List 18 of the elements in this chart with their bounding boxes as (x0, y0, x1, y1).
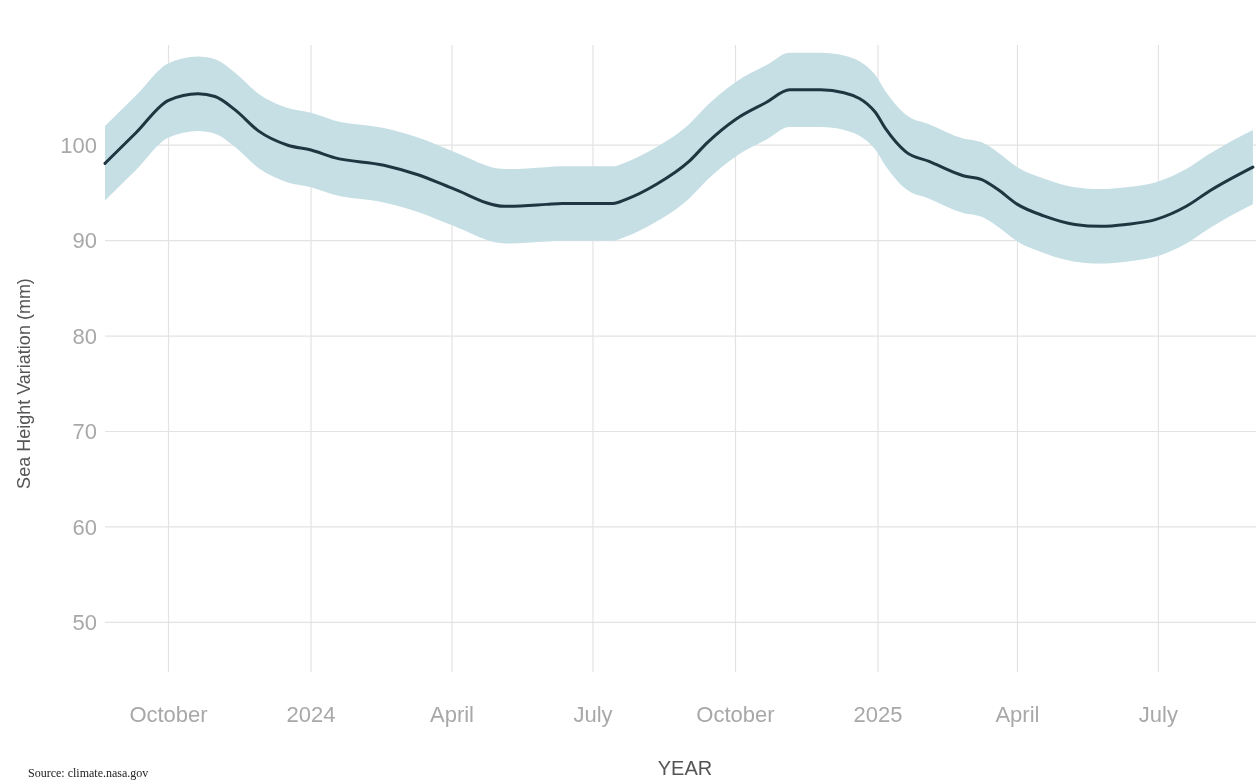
x-tick-label: April (430, 702, 475, 727)
x-tick-label: October (696, 702, 775, 727)
y-tick-label: 100 (60, 132, 97, 158)
y-tick-label: 60 (72, 514, 97, 540)
x-tick-label: July (1138, 702, 1178, 727)
y-axis-title: Sea Height Variation (mm) (14, 278, 34, 489)
x-tick-label: 2024 (286, 702, 336, 727)
x-axis-title: YEAR (657, 757, 713, 779)
x-tick-label: 2025 (853, 702, 903, 727)
y-tick-label: 70 (72, 419, 97, 445)
y-tick-label: 90 (72, 228, 97, 254)
y-tick-label: 80 (72, 323, 97, 349)
source-note: Source: climate.nasa.gov (28, 766, 149, 780)
x-tick-label: April (995, 702, 1040, 727)
y-tick-label: 50 (72, 610, 97, 636)
line-series (103, 88, 1255, 228)
x-tick-label: October (129, 702, 208, 727)
x-tick-label: July (573, 702, 613, 727)
